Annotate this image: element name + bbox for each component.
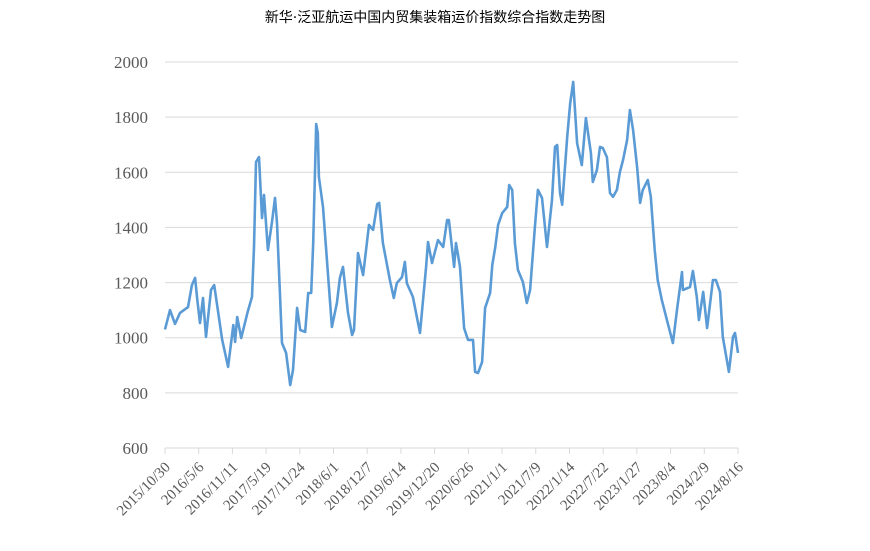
series-line (163, 80, 740, 387)
series (163, 80, 740, 387)
chart-title: 新华·泛亚航运中国内贸集装箱运价指数综合指数走势图 (264, 10, 606, 26)
y-tick-label: 800 (123, 384, 149, 403)
y-tick-label: 2000 (114, 53, 148, 72)
y-tick-label: 1400 (114, 218, 148, 237)
x-tick-label: 2015/10/30 (114, 460, 174, 520)
y-tick-label: 1000 (114, 329, 148, 348)
y-axis: 600 800 1000 1200 1400 1600 1800 2000 (114, 53, 148, 458)
y-tick-label: 1200 (114, 274, 148, 293)
y-tick-label: 600 (123, 439, 149, 458)
x-axis: 2015/10/302016/5/62016/11/112017/5/19201… (114, 448, 747, 519)
y-tick-label: 1800 (114, 108, 148, 127)
y-tick-label: 1600 (114, 163, 148, 182)
gridlines (165, 61, 738, 449)
